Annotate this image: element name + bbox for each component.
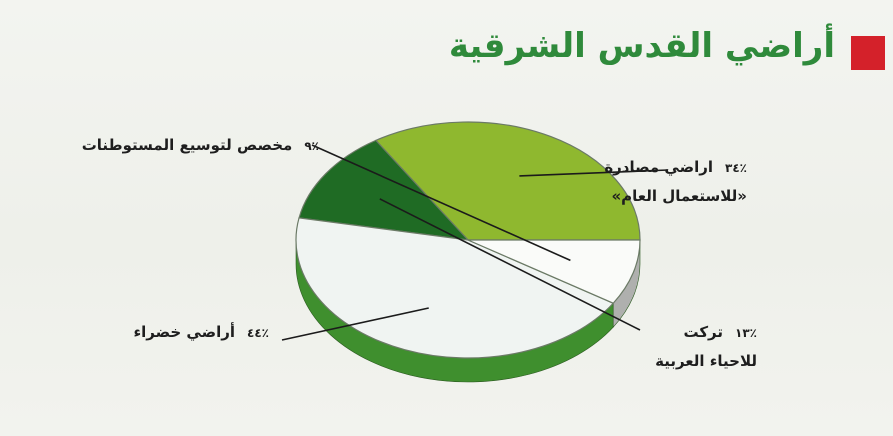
label-arab-percent: ٪١٣ (735, 326, 757, 340)
slice-arab-neighborhoods-leader-line (379, 198, 641, 331)
slice-settlements-leader-line (311, 144, 571, 262)
label-confiscated-text: اراضي مصادرة (604, 158, 714, 176)
label-confiscated-text2: «للاستعمال العام» (611, 187, 747, 205)
label-arab-neighborhoods: ٪١٣ تركت للاحياء العربية (655, 318, 757, 375)
label-settlements-percent: ٪٩ (304, 139, 319, 153)
label-arab-text: تركت (683, 323, 724, 341)
label-settlements: ٪٩ مخصص لتوسيع المستوطنات (82, 131, 319, 160)
label-green-text: أراضي خضراء (133, 323, 236, 341)
label-settlements-text: مخصص لتوسيع المستوطنات (81, 136, 293, 154)
leader-lines (281, 144, 669, 341)
title-marker-square (851, 36, 885, 70)
slice-confiscated-leader-line (519, 169, 669, 177)
slice-arab-neighborhoods (298, 139, 470, 241)
slice-green-lands (295, 217, 615, 359)
label-confiscated-percent: ٪٣٤ (725, 161, 747, 175)
pie-top (295, 121, 641, 359)
slice-confiscated (374, 121, 641, 241)
label-green-lands: ٪٤٤ أراضي خضراء (133, 318, 269, 347)
label-confiscated: ٪٣٤ اراضي مصادرة «للاستعمال العام» (604, 153, 747, 210)
label-arab-text2: للاحياء العربية (655, 352, 757, 370)
label-green-percent: ٪٤٤ (247, 326, 269, 340)
slice-green-lands-leader-line (281, 307, 429, 341)
chart-title: أراضي القدس الشرقية (448, 26, 835, 66)
slice-settlements (467, 239, 641, 304)
